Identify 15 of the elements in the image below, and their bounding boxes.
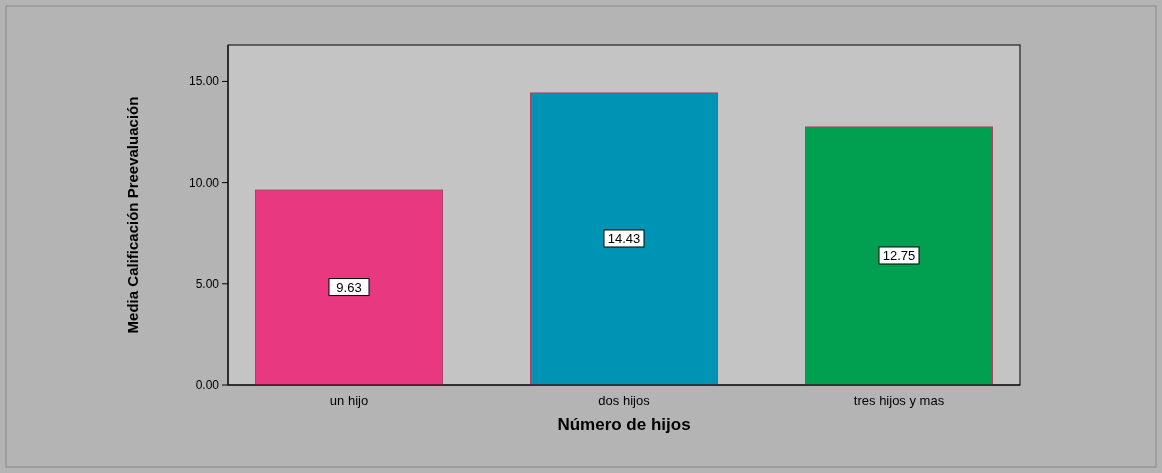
- y-tick-label: 10.00: [188, 175, 220, 190]
- bar: [530, 92, 718, 386]
- x-tick-label: un hijo: [329, 393, 369, 408]
- y-tick-label: 0.00: [195, 378, 220, 392]
- y-tick-label: 15.00: [188, 74, 220, 89]
- data-label: 14.43: [607, 230, 641, 246]
- bar: [255, 189, 443, 386]
- x-tick-label: tres hijos y mas: [853, 393, 945, 408]
- y-tick-label: 5.00: [195, 276, 220, 291]
- x-tick-label: dos hijos: [598, 393, 651, 408]
- data-label: 12.75: [882, 247, 916, 263]
- y-axis-title: Media Calificación Preevaluación: [124, 96, 141, 334]
- x-axis-title: Número de hijos: [557, 415, 691, 434]
- bar: [805, 126, 993, 386]
- data-label: 9.63: [336, 279, 362, 295]
